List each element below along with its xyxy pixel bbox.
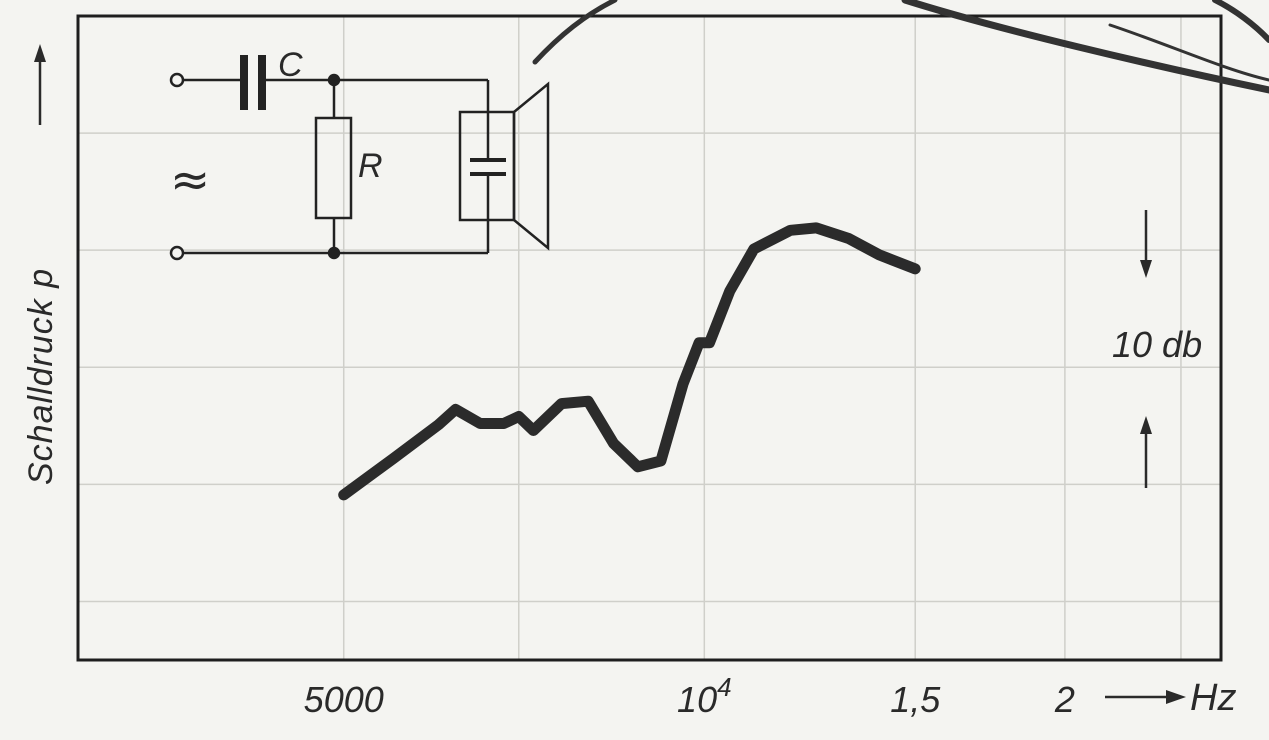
x-unit-arrow [1105, 690, 1186, 704]
plot-frame [76, 14, 1223, 662]
y-axis-label: Schalldruck p [22, 268, 60, 485]
input-terminal-top [169, 72, 185, 88]
circuit-diagram [169, 55, 550, 261]
x-tick-labels: 5000 104 1,5 2 [304, 672, 1075, 720]
x-unit-label: Hz [1190, 677, 1236, 719]
response-curve [338, 222, 921, 501]
input-terminal-bottom [169, 245, 185, 261]
x-tick-label: 1,5 [890, 679, 941, 720]
y-axis-arrow [34, 44, 46, 125]
pen-strokes [532, 0, 1269, 94]
capacitor-label: C [278, 46, 303, 84]
x-tick-label: 104 [677, 672, 732, 720]
x-tick-label: 5000 [304, 679, 384, 720]
db-scale-bracket [1140, 210, 1152, 488]
ac-source-symbol: ≈ [170, 152, 210, 208]
speaker-icon [458, 81, 550, 251]
resistor-label: R [358, 147, 383, 185]
x-tick-label: 2 [1054, 679, 1075, 720]
db-scale-label: 10 db [1112, 324, 1202, 365]
grid [78, 16, 1221, 660]
